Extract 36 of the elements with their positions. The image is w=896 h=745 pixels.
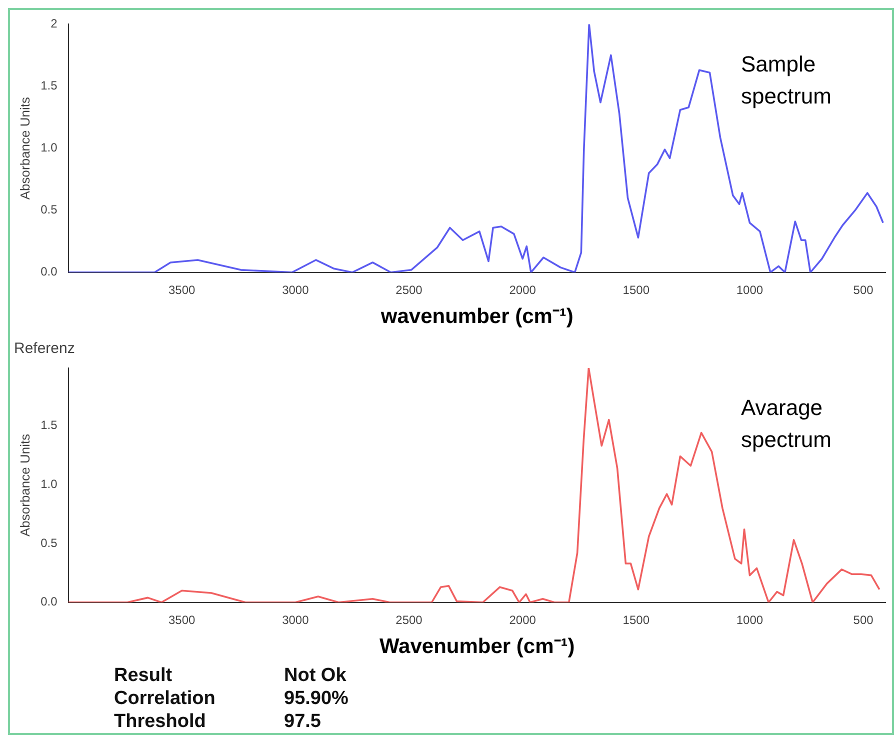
x-tick-label: 2500 [396,282,423,297]
y-tick-label: 0.0 [40,594,58,609]
y-tick-label: 1.5 [40,78,58,93]
text: Threshold [114,710,207,733]
text: 95.90% [284,687,350,710]
x-axis-title: Wavenumber (cm⁻¹) [380,635,575,658]
y-tick-label: 0.5 [40,202,58,217]
text: Correlation [114,687,216,710]
x-tick-label: 3000 [282,612,310,627]
y-tick-label: 0.0 [40,264,58,279]
x-tick-label: 3000 [282,282,310,297]
series-label: Avarage spectrum [741,395,832,452]
text: 97.5 [284,710,322,733]
y-tick-label: 0.5 [40,536,58,550]
y-tick-label: 1.0 [40,140,58,155]
x-tick-label: 500 [853,612,874,627]
y-tick-label: 1.5 [40,418,58,432]
x-axis-title: wavenumber (cm⁻¹) [380,305,574,328]
x-tick-label: 3500 [168,612,196,627]
x-tick-label: 2500 [396,612,423,627]
x-tick-label: 500 [853,282,874,297]
y-axis-title: Absorbance Units [17,433,32,537]
x-tick-label: 1000 [736,612,764,627]
x-tick-label: 2000 [509,282,536,297]
y-tick-label: 1.0 [40,476,58,491]
x-tick-label: 2000 [509,612,536,627]
text: Not Ok [284,664,348,687]
y-tick-label: 2 [50,16,58,31]
x-tick-label: 3500 [168,282,196,297]
x-tick-label: 1000 [736,282,764,297]
chart-title: Referenz [14,340,75,358]
series-label: Sample spectrum [741,51,832,108]
x-tick-label: 1500 [622,282,650,297]
y-axis-title: Absorbance Units [17,96,32,200]
x-tick-label: 1500 [622,612,650,627]
text: Result [114,664,174,687]
